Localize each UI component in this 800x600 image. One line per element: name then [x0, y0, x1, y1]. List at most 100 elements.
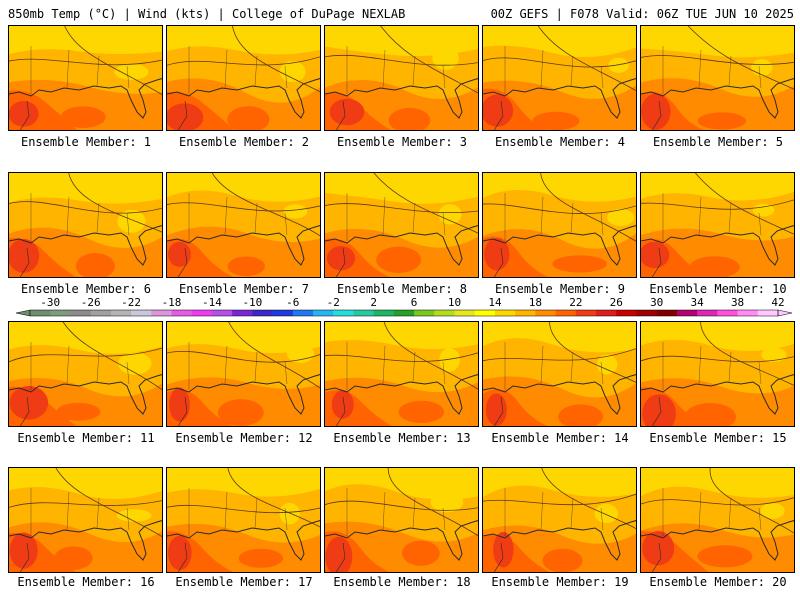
colorbar-segment: [30, 310, 51, 316]
colorbar-segment: [474, 310, 496, 316]
ensemble-member-map: [640, 25, 795, 131]
colorbar-segment: [757, 310, 779, 316]
ensemble-member-label: Ensemble Member: 1: [20, 135, 152, 149]
ensemble-member-label: Ensemble Member: 18: [333, 575, 471, 589]
ensemble-member-label: Ensemble Member: 11: [17, 431, 155, 445]
colorbar-segment: [211, 310, 233, 316]
colorbar-tick-label: 38: [731, 296, 744, 309]
ensemble-member-map: [166, 172, 321, 278]
colorbar-segment: [232, 310, 253, 316]
colorbar-segment: [555, 310, 577, 316]
colorbar-segment: [535, 310, 557, 316]
ensemble-member-map: [324, 321, 479, 427]
colorbar-segment: [656, 310, 678, 316]
chart-title: 850mb Temp (°C) | Wind (kts) | College o…: [8, 7, 406, 21]
colorbar-tick-label: 18: [529, 296, 542, 309]
colorbar-tick-label: 30: [650, 296, 663, 309]
colorbar-tick-label: -22: [121, 296, 141, 309]
colorbar-segment: [333, 310, 354, 316]
ensemble-member-map: [166, 321, 321, 427]
colorbar-segment: [737, 310, 759, 316]
ensemble-member-label: Ensemble Member: 17: [175, 575, 313, 589]
colorbar-tick-label: 10: [448, 296, 461, 309]
ensemble-member-map: [166, 467, 321, 573]
colorbar-max-arrow: [777, 309, 793, 317]
colorbar-segment: [110, 310, 132, 316]
colorbar-segment: [313, 310, 334, 316]
colorbar-segment: [252, 310, 274, 316]
ensemble-member-map: [166, 25, 321, 131]
ensemble-member-label: Ensemble Member: 12: [175, 431, 313, 445]
ensemble-member-map: [8, 467, 163, 573]
ensemble-member-label: Ensemble Member: 15: [649, 431, 787, 445]
ensemble-member-label: Ensemble Member: 6: [20, 282, 152, 296]
colorbar-tick-label: -10: [242, 296, 262, 309]
colorbar-segment: [272, 310, 294, 316]
colorbar-segment: [414, 310, 435, 316]
ensemble-member-label: Ensemble Member: 20: [649, 575, 787, 589]
colorbar-tick-label: -18: [162, 296, 182, 309]
colorbar-segment: [151, 310, 173, 316]
model-run-info: 00Z GEFS | F078 Valid: 06Z TUE JUN 10 20…: [490, 7, 794, 21]
ensemble-member-label: Ensemble Member: 2: [178, 135, 310, 149]
ensemble-member-label: Ensemble Member: 19: [491, 575, 629, 589]
colorbar-tick-label: -26: [81, 296, 101, 309]
colorbar-tick-label: -2: [327, 296, 340, 309]
ensemble-member-label: Ensemble Member: 7: [178, 282, 310, 296]
ensemble-member-map: [640, 172, 795, 278]
colorbar-segment: [616, 310, 637, 316]
colorbar-segment: [717, 310, 739, 316]
ensemble-member-map: [324, 25, 479, 131]
colorbar-segment: [697, 310, 718, 316]
ensemble-member-label: Ensemble Member: 13: [333, 431, 471, 445]
colorbar-tick-label: 34: [691, 296, 705, 309]
colorbar-segment: [373, 310, 395, 316]
colorbar-tick-label: -6: [286, 296, 299, 309]
colorbar-tick-label: 2: [370, 296, 377, 309]
colorbar-segment: [596, 310, 617, 316]
ensemble-member-map: [482, 172, 637, 278]
colorbar-segment: [434, 310, 456, 316]
ensemble-member-map: [324, 467, 479, 573]
ensemble-member-map: [482, 25, 637, 131]
temperature-colorbar: -30 -26 -22 -18 -14 -10 -6 -2 2 6 10 14 18 22 26 30 34 38…: [15, 296, 793, 317]
colorbar-segment: [515, 310, 536, 316]
ensemble-member-map: [640, 321, 795, 427]
colorbar-segment: [171, 310, 193, 316]
colorbar-segment: [131, 310, 152, 316]
ensemble-member-map: [482, 321, 637, 427]
colorbar-tick-label: -14: [202, 296, 222, 309]
ensemble-member-label: Ensemble Member: 5: [652, 135, 784, 149]
colorbar-tick-label: 26: [610, 296, 623, 309]
ensemble-member-label: Ensemble Member: 9: [494, 282, 626, 296]
colorbar-segment: [393, 310, 415, 316]
colorbar-segment: [292, 310, 314, 316]
colorbar-segment: [494, 310, 516, 316]
colorbar-segment: [50, 310, 71, 316]
ensemble-member-map: [8, 321, 163, 427]
ensemble-member-map: [640, 467, 795, 573]
ensemble-member-label: Ensemble Member: 8: [336, 282, 468, 296]
ensemble-member-map: [324, 172, 479, 278]
colorbar-tick-label: 14: [488, 296, 502, 309]
ensemble-member-label: Ensemble Member: 14: [491, 431, 629, 445]
colorbar-tick-label: -30: [40, 296, 60, 309]
colorbar-tick-label: 42: [771, 296, 784, 309]
colorbar-tick-label: 6: [411, 296, 418, 309]
colorbar-min-arrow: [15, 309, 31, 317]
ensemble-member-label: Ensemble Member: 10: [649, 282, 787, 296]
ensemble-member-label: Ensemble Member: 16: [17, 575, 155, 589]
ensemble-member-label: Ensemble Member: 4: [494, 135, 626, 149]
colorbar-segment: [676, 310, 698, 316]
colorbar-segment: [191, 310, 213, 316]
colorbar-segment: [353, 310, 375, 316]
colorbar-segment: [70, 310, 92, 316]
colorbar-segment: [575, 310, 597, 316]
ensemble-member-map: [8, 172, 163, 278]
colorbar-tick-label: 22: [569, 296, 582, 309]
ensemble-member-map: [482, 467, 637, 573]
colorbar-segment: [636, 310, 658, 316]
ensemble-member-label: Ensemble Member: 3: [336, 135, 468, 149]
ensemble-member-map: [8, 25, 163, 131]
colorbar-segment: [454, 310, 476, 316]
